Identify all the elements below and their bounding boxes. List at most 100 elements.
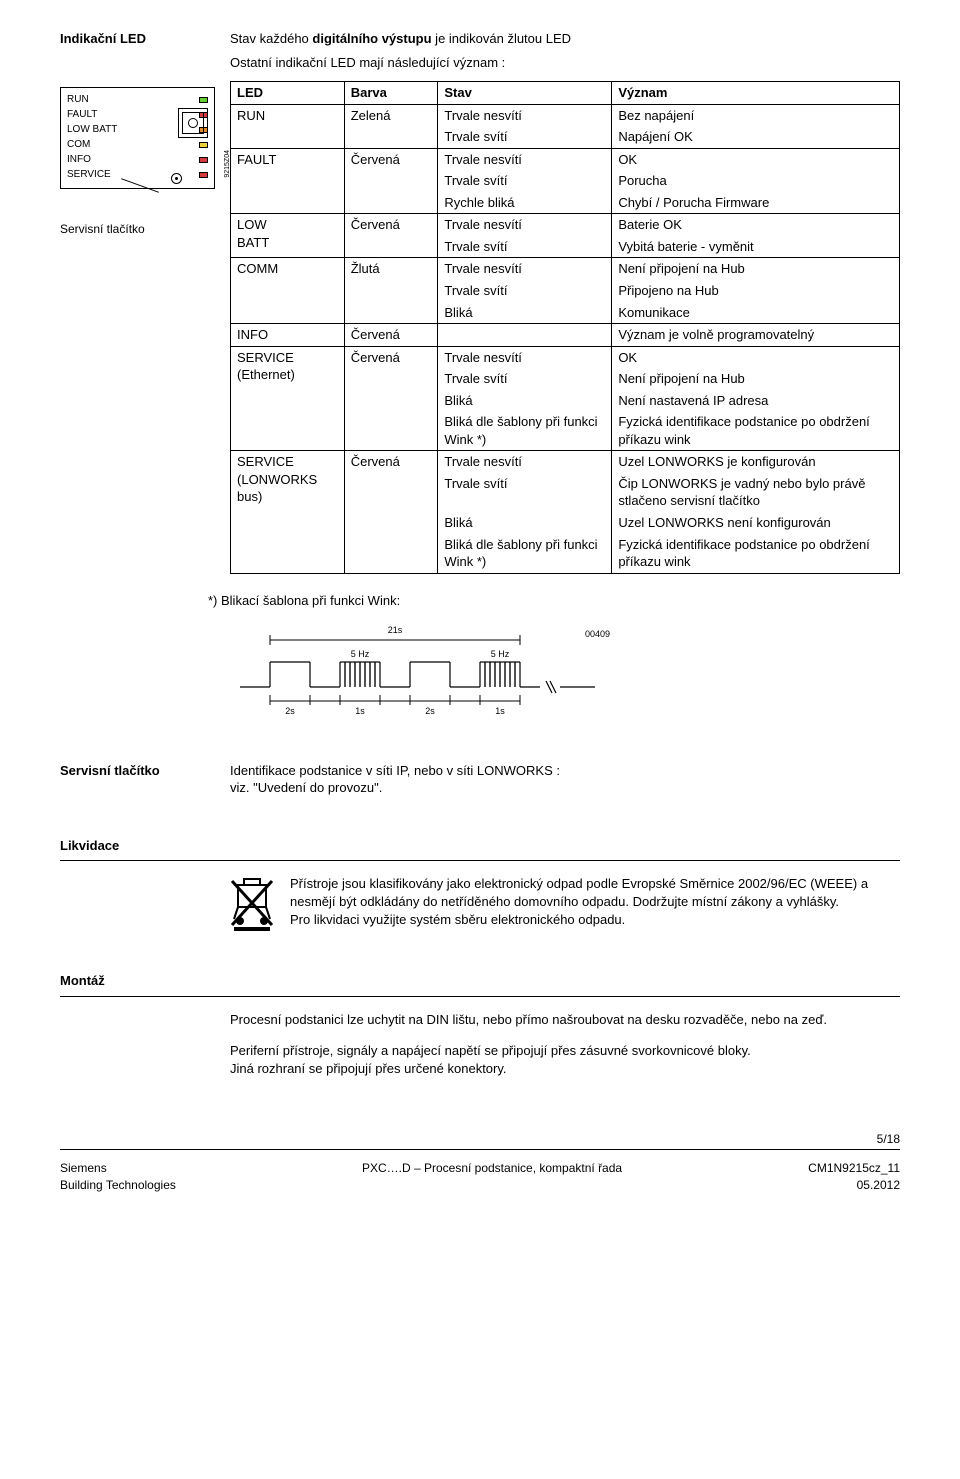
table-cell-led: RUN — [231, 104, 345, 148]
table-cell-vyznam: Není připojení na Hub — [612, 258, 900, 280]
led-indicator-icon — [199, 172, 208, 178]
table-cell-color: Červená — [344, 346, 438, 451]
table-cell-vyznam: Význam je volně programovatelný — [612, 324, 900, 347]
table-row: LOWBATTČervenáTrvale nesvítíBaterie OK — [231, 214, 900, 236]
led-indicator-icon — [199, 157, 208, 163]
table-row: COMMŽlutáTrvale nesvítíNení připojení na… — [231, 258, 900, 280]
section-title-mount: Montáž — [60, 972, 900, 990]
led-panel-row: RUN — [67, 92, 208, 107]
table-cell-color: Červená — [344, 324, 438, 347]
table-cell-vyznam: Není nastavená IP adresa — [612, 390, 900, 412]
footer-center: PXC….D – Procesní podstanice, kompaktní … — [362, 1160, 622, 1176]
led-indicator-icon — [199, 142, 208, 148]
panel-partno: 9215Z04 — [223, 150, 232, 178]
section-title-servicebtn: Servisní tlačítko — [60, 763, 160, 778]
table-cell-vyznam: Baterie OK — [612, 214, 900, 236]
header-sentence-suffix: je indikován žlutou LED — [432, 31, 571, 46]
svg-text:5 Hz: 5 Hz — [491, 649, 510, 659]
table-cell-stav: Trvale nesvítí — [438, 451, 612, 473]
table-cell-vyznam: Fyzická identifikace podstanice po obdrž… — [612, 411, 900, 451]
svg-text:00409: 00409 — [585, 629, 610, 639]
table-cell-vyznam: OK — [612, 346, 900, 368]
servicebtn-line2: viz. "Uvedení do provozu". — [230, 779, 900, 797]
disposal-p1: Přístroje jsou klasifikovány jako elektr… — [290, 875, 900, 910]
section-title-led: Indikační LED — [60, 31, 146, 46]
led-table: LEDBarvaStavVýznam RUNZelenáTrvale nesví… — [230, 81, 900, 574]
weee-icon — [230, 875, 290, 942]
servicebtn-line1: Identifikace podstanice v síti IP, nebo … — [230, 762, 900, 780]
table-cell-color: Červená — [344, 214, 438, 258]
led-panel-row: INFO — [67, 152, 208, 167]
table-cell-vyznam: Uzel LONWORKS není konfigurován — [612, 512, 900, 534]
svg-text:21s: 21s — [388, 625, 403, 635]
led-panel: RUNFAULTLOW BATTCOMINFOSERVICE 9215Z04 — [60, 87, 215, 189]
table-cell-stav: Trvale nesvítí — [438, 104, 612, 126]
header-subsentence: Ostatní indikační LED mají následující v… — [230, 55, 505, 70]
table-cell-stav — [438, 324, 612, 347]
table-cell-led: SERVICE(LONWORKSbus) — [231, 451, 345, 573]
led-panel-label: FAULT — [67, 108, 195, 122]
table-cell-stav: Trvale svítí — [438, 236, 612, 258]
table-cell-stav: Trvale svítí — [438, 280, 612, 302]
table-cell-stav: Rychle bliká — [438, 192, 612, 214]
table-cell-stav: Bliká dle šablony při funkci Wink *) — [438, 534, 612, 574]
table-header-cell: Barva — [344, 82, 438, 105]
table-cell-vyznam: Není připojení na Hub — [612, 368, 900, 390]
table-cell-led: SERVICE(Ethernet) — [231, 346, 345, 451]
svg-text:1s: 1s — [495, 706, 505, 716]
table-cell-stav: Bliká dle šablony při funkci Wink *) — [438, 411, 612, 451]
table-cell-color: Zelená — [344, 104, 438, 148]
table-cell-vyznam: Porucha — [612, 170, 900, 192]
led-indicator-icon — [199, 97, 208, 103]
table-cell-stav: Trvale svítí — [438, 170, 612, 192]
table-cell-stav: Trvale svítí — [438, 368, 612, 390]
table-cell-vyznam: Fyzická identifikace podstanice po obdrž… — [612, 534, 900, 574]
header-sentence-prefix: Stav každého — [230, 31, 312, 46]
table-cell-led: INFO — [231, 324, 345, 347]
header-sentence: Stav každého digitálního výstupu je indi… — [230, 31, 571, 46]
svg-text:1s: 1s — [355, 706, 365, 716]
table-cell-vyznam: Uzel LONWORKS je konfigurován — [612, 451, 900, 473]
table-cell-vyznam: Vybitá baterie - vyměnit — [612, 236, 900, 258]
table-cell-color: Červená — [344, 451, 438, 573]
table-header-cell: Stav — [438, 82, 612, 105]
footer-right2: 05.2012 — [808, 1177, 900, 1193]
table-row: RUNZelenáTrvale nesvítíBez napájení — [231, 104, 900, 126]
mount-p3: Jiná rozhraní se připojují přes určené k… — [230, 1060, 900, 1078]
wink-caption: *) Blikací šablona při funkci Wink: — [208, 592, 900, 610]
led-panel-label: RUN — [67, 93, 195, 107]
disposal-p2: Pro likvidaci využijte systém sběru elek… — [290, 911, 900, 929]
service-button-label: Servisní tlačítko — [60, 221, 220, 237]
footer-left1: Siemens — [60, 1160, 176, 1176]
svg-text:5 Hz: 5 Hz — [351, 649, 370, 659]
table-cell-stav: Trvale svítí — [438, 473, 612, 512]
table-row: INFOČervená Význam je volně programovatel… — [231, 324, 900, 347]
table-cell-vyznam: Čip LONWORKS je vadný nebo bylo právě st… — [612, 473, 900, 512]
table-cell-vyznam: Bez napájení — [612, 104, 900, 126]
table-row: SERVICE(LONWORKSbus)ČervenáTrvale nesvít… — [231, 451, 900, 473]
page-footer: Siemens Building Technologies PXC….D – P… — [0, 1160, 960, 1202]
table-cell-color: Žlutá — [344, 258, 438, 324]
led-panel-label: LOW BATT — [67, 123, 195, 137]
table-cell-stav: Bliká — [438, 390, 612, 412]
table-cell-led: LOWBATT — [231, 214, 345, 258]
table-cell-led: FAULT — [231, 148, 345, 214]
led-panel-label: INFO — [67, 153, 195, 167]
page-number: 5/18 — [0, 1131, 960, 1147]
footer-right1: CM1N9215cz_11 — [808, 1160, 900, 1176]
chip-icon — [178, 108, 208, 138]
wink-diagram: 2s1s2s1s21s5 Hz5 Hz00409 — [230, 617, 650, 727]
table-cell-vyznam: Napájení OK — [612, 126, 900, 148]
table-cell-stav: Bliká — [438, 302, 612, 324]
section-title-disposal: Likvidace — [60, 837, 900, 855]
table-cell-stav: Trvale svítí — [438, 126, 612, 148]
table-cell-stav: Trvale nesvítí — [438, 346, 612, 368]
table-row: SERVICE(Ethernet)ČervenáTrvale nesvítíOK — [231, 346, 900, 368]
table-row: FAULTČervenáTrvale nesvítíOK — [231, 148, 900, 170]
footer-left2: Building Technologies — [60, 1177, 176, 1193]
led-panel-row: SERVICE — [67, 167, 208, 182]
table-cell-vyznam: Komunikace — [612, 302, 900, 324]
table-cell-stav: Trvale nesvítí — [438, 214, 612, 236]
table-cell-stav: Trvale nesvítí — [438, 148, 612, 170]
table-cell-stav: Bliká — [438, 512, 612, 534]
